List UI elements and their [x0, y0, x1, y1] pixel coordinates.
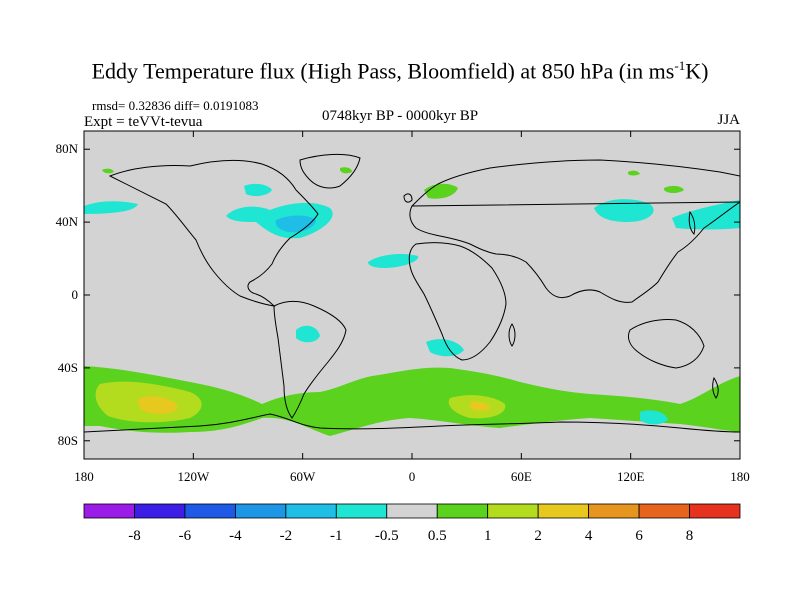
colorbar-segment: [184, 503, 236, 519]
colorbar-label: 8: [686, 528, 694, 544]
colorbar-segment: [285, 503, 337, 519]
lon-tick-label: 120E: [617, 469, 645, 484]
colorbar-segment: [83, 503, 135, 519]
colorbar-label: 0.5: [428, 528, 447, 544]
coastline-japan: [688, 210, 696, 235]
anomaly-region-asia-cyan: [594, 199, 654, 222]
lon-tick-label: 120W: [177, 469, 210, 484]
colorbar-label: 1: [484, 528, 492, 544]
colorbar-segment: [335, 503, 388, 519]
lat-tick-label: 0: [72, 287, 79, 302]
anomaly-region-south-pacific-orange: [138, 396, 178, 414]
map-title-text: Eddy Temperature flux (High Pass, Bloomf…: [91, 58, 675, 84]
coastline-north-america: [108, 159, 319, 307]
anomaly-region-north-america-blue: [275, 215, 316, 233]
colorbar-label: -4: [229, 528, 242, 544]
coastline-new-zealand: [712, 376, 719, 399]
lat-tick-label: 40N: [56, 214, 79, 229]
colorbar-segment: [638, 503, 690, 519]
lat-tick-label: 80N: [56, 141, 79, 156]
anomaly-region-hudson-cyan: [244, 183, 272, 197]
coastline-australia: [627, 319, 705, 369]
map-title-unit: K): [685, 58, 709, 84]
anomaly-region-south-atlantic-orange: [470, 401, 490, 411]
anomaly-region-east-greenland-green: [340, 167, 352, 174]
coastline-madagascar: [508, 323, 516, 347]
lat-axis: 80N 40N 0 40S 80S: [56, 141, 740, 448]
colorbar-label: -2: [280, 528, 293, 544]
lon-tick-label: 180: [74, 469, 94, 484]
anomaly-region-north-pacific-west-cyan: [84, 201, 138, 214]
map-title-exponent: -1: [674, 58, 686, 73]
lon-tick-label: 60W: [290, 469, 316, 484]
anomaly-region-north-pacific-small-green: [102, 168, 114, 174]
colorbar-segment: [436, 503, 489, 519]
colorbar-segment: [537, 503, 590, 519]
lat-tick-label: 40S: [58, 360, 78, 375]
coastlines: [84, 153, 740, 433]
lon-axis: 180 120W 60W 0 60E 120E 180: [74, 131, 750, 484]
colorbar-segment: [134, 503, 186, 519]
colorbar-label: -6: [179, 528, 192, 544]
coastline-antarctica: [84, 413, 740, 433]
colorbar-label: -1: [330, 528, 343, 544]
lon-tick-label: 180: [730, 469, 750, 484]
coastline-greenland: [299, 153, 361, 189]
period-label: 0748kyr BP - 0000kyr BP: [322, 108, 479, 124]
anomaly-region-east-asia-green: [664, 185, 684, 193]
lon-tick-label: 60E: [511, 469, 532, 484]
anomaly-region-atlantic-cyan: [368, 254, 419, 268]
colorbar-segment: [386, 503, 438, 519]
stats-text: rmsd= 0.32836 diff= 0.0191083: [92, 98, 259, 113]
lat-tick-label: 80S: [58, 433, 78, 448]
colorbar-segment: [588, 503, 640, 519]
colorbar-label: 6: [635, 528, 643, 544]
colorbar-segment: [689, 503, 741, 519]
coastline-south-america: [273, 301, 347, 419]
map-title: Eddy Temperature flux (High Pass, Bloomf…: [0, 58, 800, 84]
coastline-africa: [408, 242, 507, 361]
lon-tick-label: 0: [409, 469, 416, 484]
colorbar-label: -8: [128, 528, 141, 544]
coastline-british-isles: [403, 193, 413, 203]
colorbar-segment: [234, 503, 287, 519]
anomaly-region-arctic-small-green: [628, 170, 640, 176]
anomaly-region-south-africa-cyan: [426, 339, 464, 357]
colorbar-label: 2: [534, 528, 542, 544]
coastline-eurasia: [409, 159, 740, 303]
experiment-label: Expt = teVVt-tevua: [84, 114, 203, 130]
colorbar: -8 -6 -4 -2 -1 -0.5 0.5 1 2 4 6 8: [83, 503, 741, 544]
colorbar-segment: [487, 503, 539, 519]
colorbar-label: 4: [585, 528, 593, 544]
season-label: JJA: [717, 112, 740, 128]
anomaly-region-australia-cyan: [640, 410, 668, 425]
colorbar-label: -0.5: [375, 528, 399, 544]
anomaly-region-south-america-cyan: [296, 325, 320, 343]
